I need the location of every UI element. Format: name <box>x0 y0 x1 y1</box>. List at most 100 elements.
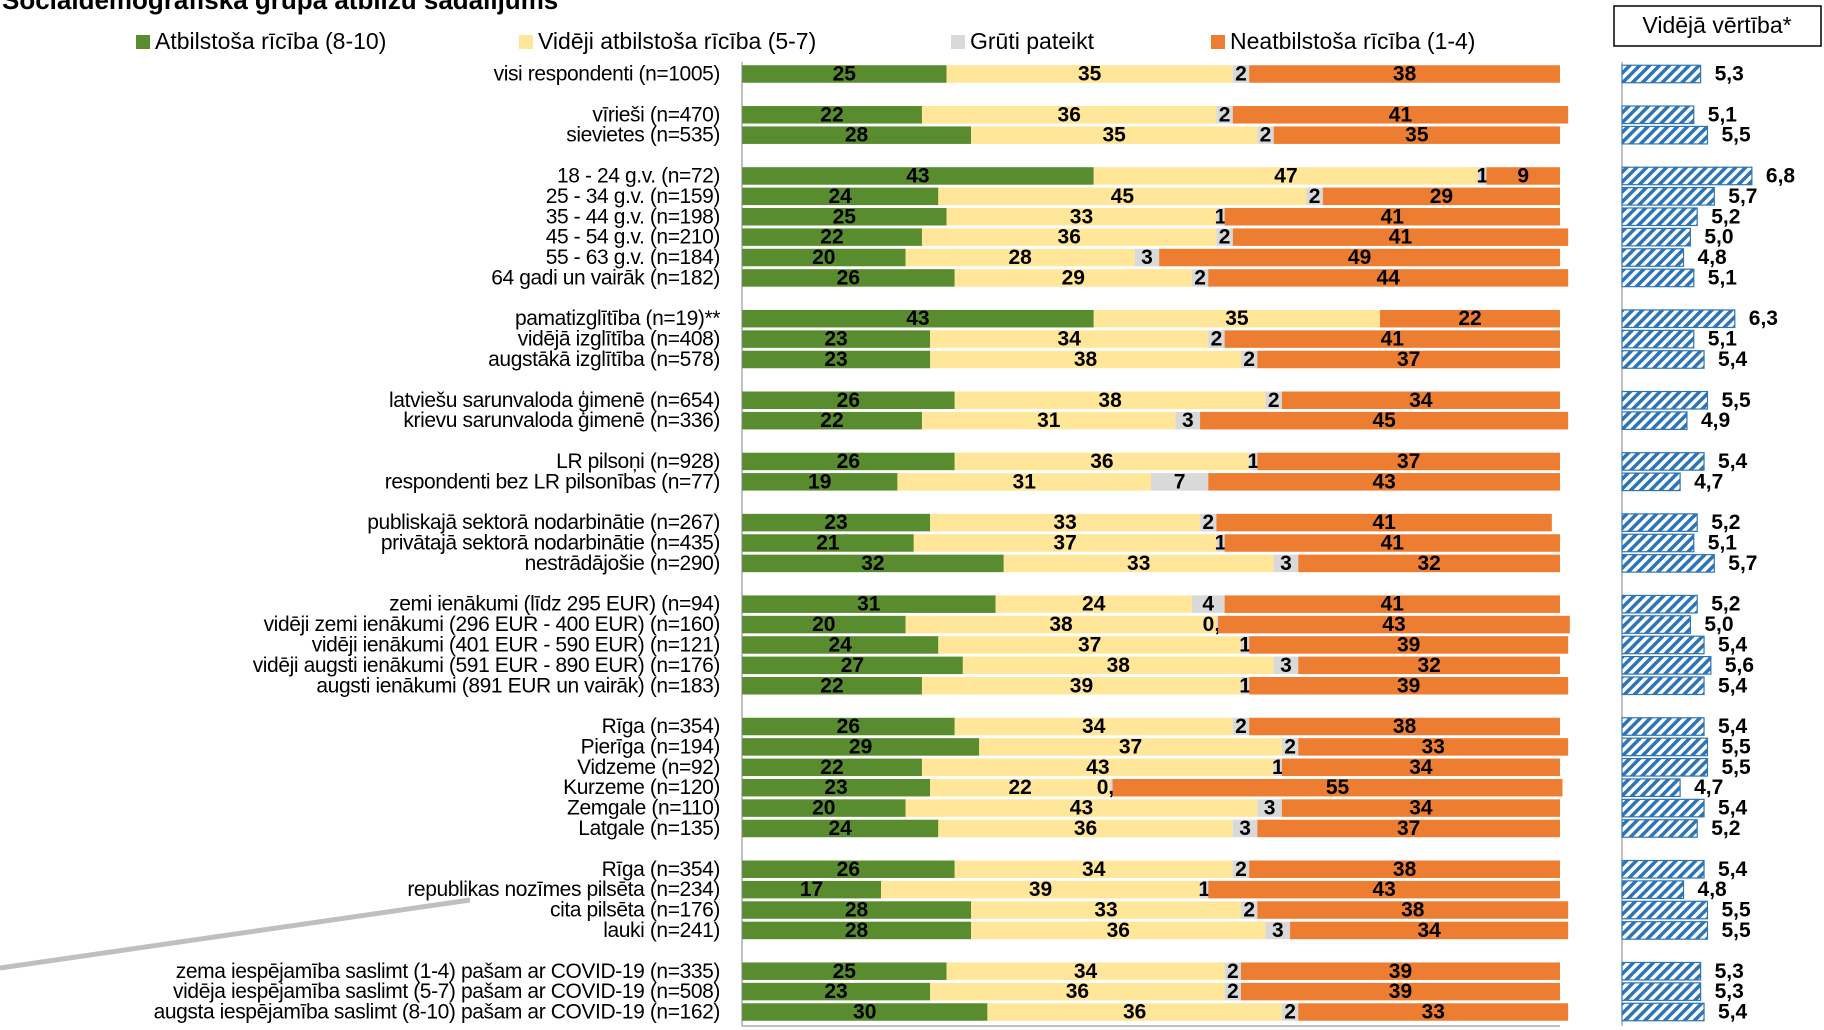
avg-bar <box>1621 350 1705 369</box>
bar-segment <box>1216 106 1233 124</box>
bar-segment <box>1257 819 1560 838</box>
bar-segment <box>1257 901 1569 919</box>
bar-segment <box>1298 1003 1569 1021</box>
y-tick-label: 45 - 54 g.v. (n=210) <box>546 226 720 249</box>
bar-segment <box>742 615 906 634</box>
data-label: 31 <box>1013 470 1037 493</box>
data-label: 38 <box>1074 348 1098 371</box>
y-tick-label: 35 - 44 g.v. (n=198) <box>546 205 720 228</box>
data-label: 5,4 <box>1718 1001 1748 1024</box>
data-label: 2 <box>1211 328 1223 351</box>
avg-title: Vidējā vērtība* <box>1642 12 1791 38</box>
bar-segment <box>742 248 906 267</box>
data-label: 3 <box>1264 797 1276 820</box>
data-label: 2 <box>1243 899 1255 922</box>
data-label: 1 <box>1272 756 1284 779</box>
avg-bar <box>1621 961 1702 981</box>
bar-segment <box>938 636 1241 654</box>
data-label: 4,8 <box>1698 246 1728 269</box>
data-label: 5,1 <box>1708 328 1738 351</box>
data-label: 5,0 <box>1704 613 1733 636</box>
legend-swatch <box>1211 35 1225 49</box>
avg-bar <box>1621 676 1705 696</box>
bar-segment <box>946 962 1225 980</box>
data-label: 43 <box>1372 470 1395 493</box>
legend-label: Atbilstoša rīcība (8-10) <box>155 28 386 54</box>
data-label: 1 <box>1476 165 1488 188</box>
data-label: 5,3 <box>1715 980 1744 1003</box>
bar-segment <box>742 391 955 410</box>
y-tick-label: augstākā izglītība (n=578) <box>488 348 720 371</box>
y-tick-label: cita pilsēta (n=176) <box>550 899 720 922</box>
bar-segment <box>913 534 1217 552</box>
avg-bar <box>1621 64 1702 84</box>
data-label: 1 <box>1247 450 1259 473</box>
data-label: 38 <box>1393 63 1417 86</box>
data-label: 23 <box>824 511 847 534</box>
bar-segment <box>742 962 947 980</box>
bar-segment <box>1224 595 1560 613</box>
bar-segment <box>742 595 996 613</box>
data-label: 38 <box>1401 899 1425 922</box>
bar-segment <box>995 595 1192 613</box>
bar-segment <box>1478 167 1487 185</box>
bar-segment <box>1298 554 1560 573</box>
bar-segment <box>905 248 1135 267</box>
data-label: 3 <box>1272 919 1284 942</box>
bar-segment <box>1224 207 1560 226</box>
bar-segment <box>1232 819 1258 838</box>
y-tick-label: vidēji ienākumi (401 EUR - 590 EUR) (n=1… <box>312 634 720 657</box>
avg-bar <box>1621 615 1691 634</box>
y-tick-label: 18 - 24 g.v. (n=72) <box>557 165 720 188</box>
data-label: 27 <box>841 654 864 677</box>
data-label: 33 <box>1070 205 1093 228</box>
data-label: 38 <box>1393 715 1417 738</box>
data-label: 25 <box>833 205 857 228</box>
bar-segment <box>971 901 1241 919</box>
bar-segment <box>1486 167 1560 185</box>
bar-segment <box>954 717 1233 736</box>
bar-segment <box>905 615 1217 634</box>
data-label: 24 <box>828 817 852 840</box>
data-label: 1 <box>1239 674 1251 697</box>
data-label: 4,9 <box>1701 409 1730 432</box>
data-label: 22 <box>820 409 843 432</box>
data-label: 45 <box>1372 409 1396 432</box>
data-label: 49 <box>1348 246 1371 269</box>
legend-label: Grūti pateikt <box>970 28 1095 54</box>
y-tick-label: augsta iespējamība saslimt (8-10) pašam … <box>154 1001 720 1024</box>
y-tick-label: krievu sarunvaloda ģimenē (n=336) <box>403 409 720 432</box>
bar-segment <box>742 513 931 532</box>
avg-header-box <box>1613 5 1822 47</box>
data-label: 2 <box>1284 1001 1296 1024</box>
bar-segment <box>930 330 1209 348</box>
data-label: 25 <box>833 63 857 86</box>
avg-bar <box>1621 859 1705 879</box>
bar-segment <box>1380 309 1560 328</box>
y-tick-label: LR pilsoņi (n=928) <box>556 450 720 473</box>
data-label: 5,4 <box>1718 634 1748 657</box>
data-label: 34 <box>1409 756 1433 779</box>
data-label: 26 <box>837 858 860 881</box>
data-label: 21 <box>816 532 840 555</box>
data-label: 43 <box>1070 797 1093 820</box>
bar-segment <box>1249 717 1560 736</box>
data-label: 6,8 <box>1766 165 1796 188</box>
bar-segment <box>1134 248 1160 267</box>
avg-bar <box>1621 1002 1705 1022</box>
bar-segment <box>930 778 1111 797</box>
bar-segment <box>742 921 972 940</box>
data-label: 34 <box>1409 797 1433 820</box>
data-label: 2 <box>1235 63 1247 86</box>
bar-segment <box>742 452 955 471</box>
data-label: 43 <box>906 307 929 330</box>
data-label: 35 <box>1225 307 1249 330</box>
data-label: 55 <box>1326 776 1350 799</box>
data-label: 38 <box>1098 389 1122 412</box>
data-label: 20 <box>812 246 835 269</box>
bar-segment <box>938 187 1307 206</box>
data-label: 41 <box>1381 328 1405 351</box>
data-label: 23 <box>824 776 847 799</box>
bar-segment <box>1200 513 1217 532</box>
y-tick-label: Rīga (n=354) <box>602 715 720 738</box>
